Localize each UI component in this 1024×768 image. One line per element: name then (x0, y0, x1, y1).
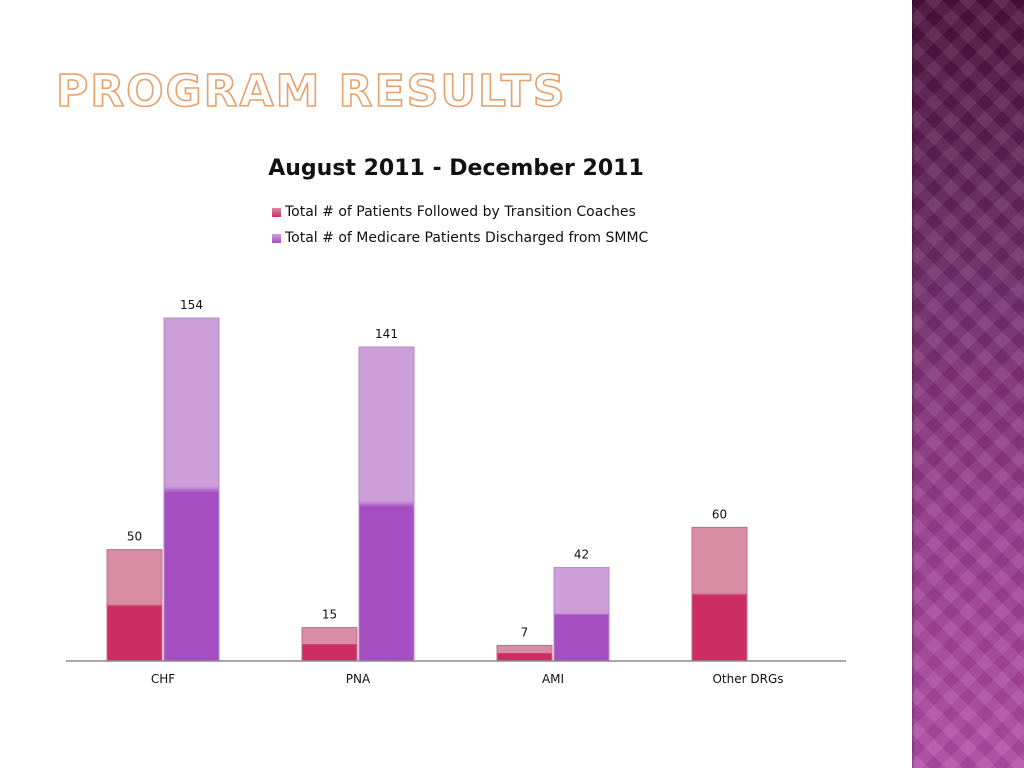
bar-series-1-ami (496, 644, 553, 662)
bar-series-1-other-drgs (691, 526, 748, 662)
chart-legend: Total # of Patients Followed by Transiti… (272, 199, 648, 251)
data-label-series-1-chf: 50 (127, 530, 142, 544)
bar-series-2-ami (553, 566, 610, 662)
x-tick-label-other-drgs: Other DRGs (712, 672, 783, 686)
bar-chart: 50 154 CHF 15 141 PNA 7 42 AMI 60 Other DRGs (66, 298, 846, 686)
data-label-series-2-ami: 42 (574, 547, 589, 561)
bar-series-1-pna (301, 627, 358, 662)
data-label-series-1-pna: 15 (322, 608, 337, 622)
bar-series-2-pna (358, 346, 415, 662)
legend-entry-series-2: Total # of Medicare Patients Discharged … (272, 225, 648, 251)
legend-swatch-series-2 (272, 233, 281, 243)
data-label-series-1-ami: 7 (521, 625, 529, 639)
legend-swatch-series-1 (272, 207, 281, 217)
decorative-side-panel (912, 0, 1024, 768)
x-tick-label-pna: PNA (346, 672, 371, 686)
data-label-series-2-pna: 141 (375, 327, 398, 341)
chart-title: August 2011 - December 2011 (268, 156, 644, 181)
bars-layer (106, 317, 748, 662)
bar-series-1-chf (106, 549, 163, 662)
data-label-series-2-chf: 154 (180, 298, 203, 312)
bar-series-2-chf (163, 317, 220, 662)
data-label-series-1-other-drgs: 60 (712, 507, 727, 521)
x-tick-label-chf: CHF (151, 672, 175, 686)
labels-layer: 50 154 CHF 15 141 PNA 7 42 AMI 60 Other DRGs (127, 298, 784, 686)
legend-label-series-2: Total # of Medicare Patients Discharged … (285, 230, 649, 246)
slide-title: Program Results (55, 65, 567, 118)
legend-entry-series-1: Total # of Patients Followed by Transiti… (272, 199, 648, 225)
x-tick-label-ami: AMI (542, 672, 564, 686)
legend-label-series-1: Total # of Patients Followed by Transiti… (285, 204, 636, 220)
side-panel-edge (912, 0, 915, 768)
